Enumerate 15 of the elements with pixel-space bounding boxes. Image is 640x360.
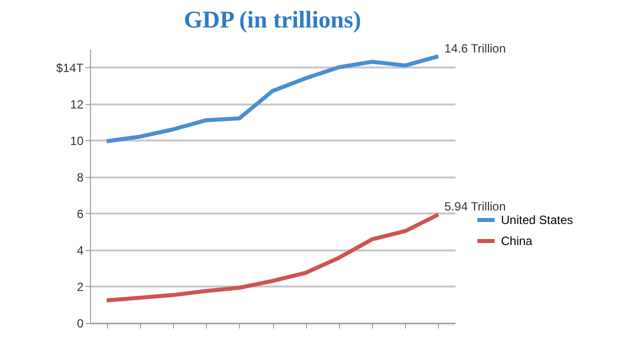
y-tick-label: 2 [76,280,84,294]
y-tick-label: 0 [76,316,84,330]
line-series [104,212,440,302]
y-tick-label: 4 [76,243,84,258]
y-tick-label: 12 [70,97,84,112]
legend-label: China [501,234,533,248]
y-tick-label: $14T [56,60,84,75]
y-tick-label: 10 [70,134,84,148]
line-series [104,54,440,144]
y-tick-label: 6 [76,206,84,221]
data-label: 14.6 Trillion [444,41,506,56]
chart-title: GDP (in trillions) [184,7,362,34]
y-tick-label: 8 [76,170,84,184]
legend-label: United States [501,213,574,227]
data-label: 5.94 Trillion [444,199,506,214]
